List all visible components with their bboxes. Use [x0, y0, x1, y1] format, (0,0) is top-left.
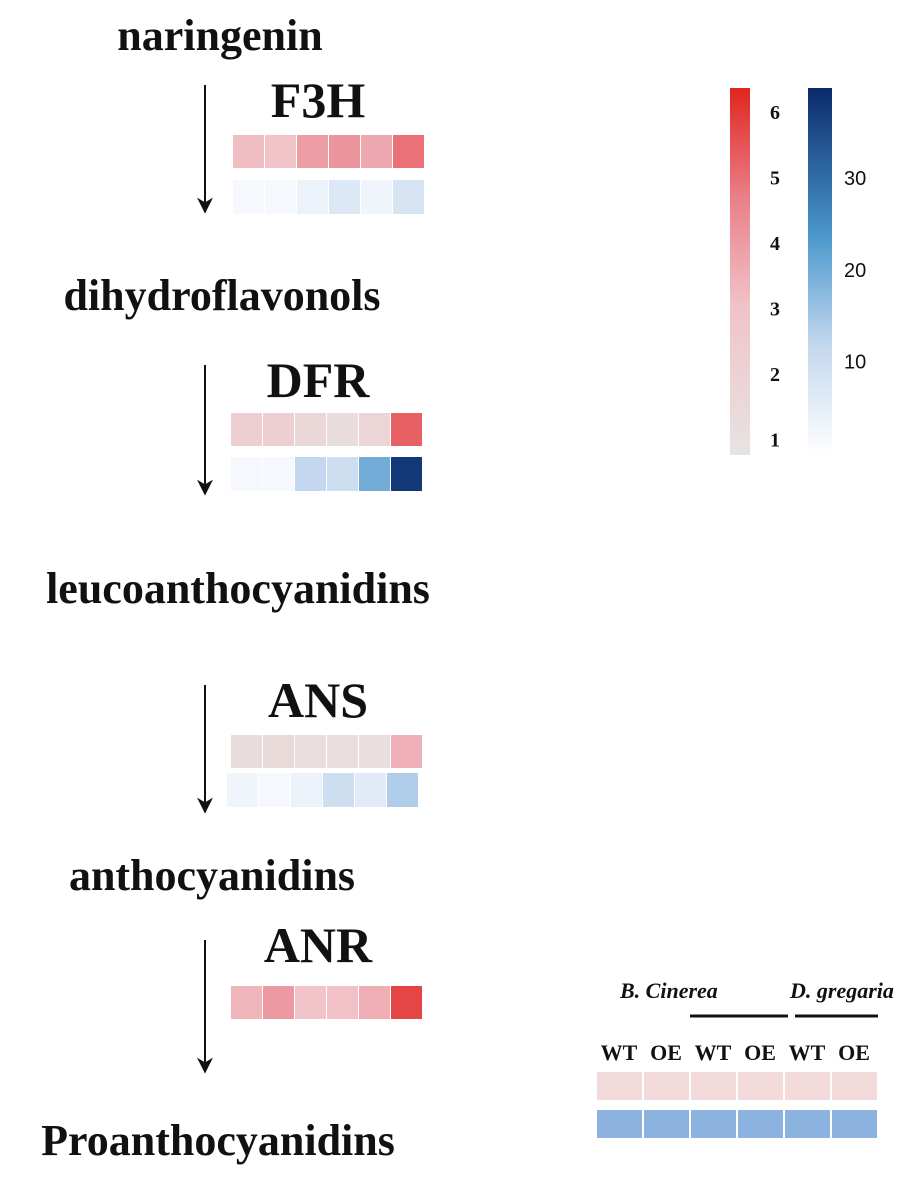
red-scale-tick: 2 — [770, 364, 780, 386]
heatmap-cell — [361, 135, 392, 168]
heatmap-cell — [329, 180, 360, 214]
legend-cells — [597, 1072, 877, 1138]
heatmap-cell — [359, 986, 390, 1019]
heatmap-cell — [263, 986, 294, 1019]
column-label: OE — [838, 1040, 870, 1065]
heatmap-cell — [393, 180, 424, 214]
heatmap-cell — [295, 413, 326, 446]
heatmap-cell — [359, 457, 390, 491]
red-scale-tick: 3 — [770, 298, 780, 320]
legend-cell — [785, 1110, 830, 1138]
legend-cell — [597, 1110, 642, 1138]
legend-cell — [738, 1072, 783, 1100]
heatmap-cell — [327, 457, 358, 491]
compound-label: naringenin — [117, 11, 322, 60]
blue-scale-tick: 30 — [844, 168, 866, 190]
heatmap-cell — [263, 413, 294, 446]
heatmap-cell — [391, 457, 422, 491]
heatmap-cell — [263, 735, 294, 768]
enzyme-label: DFR — [267, 352, 371, 408]
blue-scale-tick: 10 — [844, 352, 866, 374]
blue-scale-tick: 20 — [844, 260, 866, 282]
heatmap-cell — [327, 986, 358, 1019]
legend-cell — [597, 1072, 642, 1100]
red-scale-tick: 5 — [770, 167, 780, 189]
heatmap-cell — [233, 180, 264, 214]
column-label: WT — [695, 1040, 732, 1065]
heatmap-cell — [391, 735, 422, 768]
heatmap-cell — [361, 180, 392, 214]
legend-cell — [832, 1110, 877, 1138]
compound-label: anthocyanidins — [69, 851, 355, 900]
group-label: D. gregaria — [789, 978, 894, 1003]
heatmap-cell — [391, 986, 422, 1019]
red-scale-tick: 1 — [770, 429, 780, 451]
red-scale-tick: 4 — [770, 233, 780, 255]
heatmap-cell — [327, 735, 358, 768]
enzyme-label: ANS — [268, 672, 368, 728]
legend-cell — [738, 1110, 783, 1138]
heatmap-cell — [323, 773, 354, 807]
heatmap-cell — [327, 413, 358, 446]
group-label: B. Cinerea — [619, 978, 718, 1003]
legend-cell — [785, 1072, 830, 1100]
compound-label: leucoanthocyanidins — [46, 564, 430, 613]
heatmap-cell — [391, 413, 422, 446]
heatmap-cell — [359, 735, 390, 768]
heatmap-cell — [231, 986, 262, 1019]
heatmap-cell — [291, 773, 322, 807]
heatmap-cell — [263, 457, 294, 491]
heatmap-cell — [393, 135, 424, 168]
heatmap-cell — [231, 735, 262, 768]
blue-color-bar — [808, 88, 832, 455]
heatmap-cell — [227, 773, 258, 807]
red-color-bar — [730, 88, 750, 455]
legend-cell — [691, 1072, 736, 1100]
column-label: WT — [601, 1040, 638, 1065]
heatmap-cell — [295, 735, 326, 768]
heatmap-cell — [231, 413, 262, 446]
column-label: OE — [744, 1040, 776, 1065]
legend-cell — [644, 1072, 689, 1100]
column-label: WT — [789, 1040, 826, 1065]
heatmap-cell — [329, 135, 360, 168]
heatmap-cell — [355, 773, 386, 807]
heatmap-cell — [233, 135, 264, 168]
legend — [597, 1014, 878, 1138]
column-label: OE — [650, 1040, 682, 1065]
compound-label: Proanthocyanidins — [41, 1116, 395, 1165]
heatmap-cell — [265, 135, 296, 168]
legend-cell — [832, 1072, 877, 1100]
heatmap-cell — [297, 135, 328, 168]
heatmap-cell — [259, 773, 290, 807]
heatmap-cell — [297, 180, 328, 214]
legend-cell — [691, 1110, 736, 1138]
heatmap-cell — [295, 986, 326, 1019]
legend-cell — [644, 1110, 689, 1138]
red-scale-tick: 6 — [770, 102, 780, 124]
heatmap-cell — [387, 773, 418, 807]
enzyme-label: F3H — [271, 72, 366, 128]
heatmap-cell — [231, 457, 262, 491]
heatmap-cell — [359, 413, 390, 446]
enzyme-label: ANR — [264, 917, 373, 973]
heatmap-cell — [295, 457, 326, 491]
compound-label: dihydroflavonols — [63, 271, 380, 320]
heatmap-cell — [265, 180, 296, 214]
